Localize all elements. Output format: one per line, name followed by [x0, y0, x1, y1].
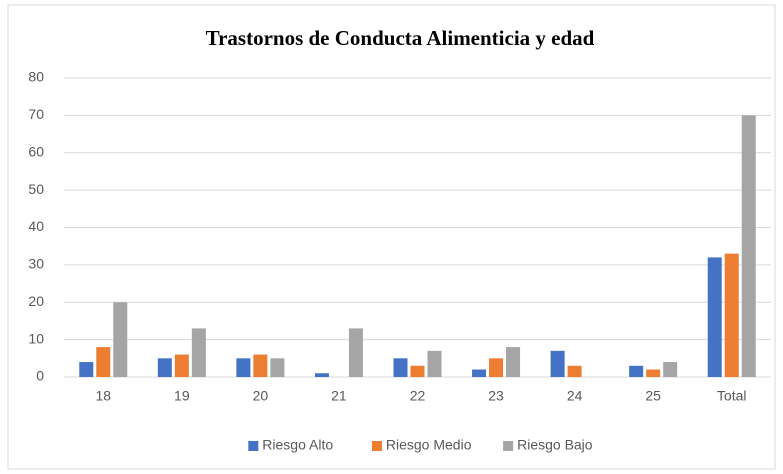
bar	[663, 362, 678, 377]
y-tick-label: 60	[28, 143, 44, 159]
bar	[348, 328, 363, 377]
legend-label: Riesgo Medio	[386, 437, 472, 453]
y-tick-label: 40	[28, 218, 44, 234]
legend-label: Riesgo Alto	[262, 437, 333, 453]
y-tick-label: 20	[28, 293, 44, 309]
x-tick-label: 25	[645, 388, 661, 404]
bar	[96, 347, 111, 377]
y-tick-label: 80	[28, 69, 44, 85]
bar	[489, 358, 504, 377]
x-tick-label: 23	[488, 388, 504, 404]
bar	[236, 358, 251, 377]
x-tick-label: 18	[95, 388, 111, 404]
bar	[314, 373, 329, 377]
x-tick-label: 24	[567, 388, 583, 404]
bar	[174, 354, 189, 377]
chart-title: Trastornos de Conducta Alimenticia y eda…	[206, 26, 595, 50]
bar	[270, 358, 285, 377]
bar	[113, 302, 128, 377]
legend-label: Riesgo Bajo	[517, 437, 593, 453]
x-tick-label: 19	[174, 388, 190, 404]
bar	[724, 253, 739, 377]
bar	[410, 365, 425, 377]
bar	[506, 347, 521, 377]
y-tick-label: 10	[28, 330, 44, 346]
x-tick-label: 20	[253, 388, 269, 404]
bar	[707, 257, 722, 377]
legend-swatch	[248, 441, 259, 451]
y-tick-label: 50	[28, 181, 44, 197]
x-tick-label: 22	[410, 388, 426, 404]
legend-swatch	[503, 441, 514, 451]
y-tick-label: 30	[28, 256, 44, 272]
bar	[567, 365, 582, 377]
y-tick-label: 70	[28, 106, 44, 122]
bar	[157, 358, 172, 377]
legend-swatch	[371, 441, 382, 451]
bar	[253, 354, 268, 377]
bar	[741, 115, 756, 377]
bar	[472, 369, 487, 377]
x-tick-label: 21	[331, 388, 347, 404]
y-tick-label: 0	[36, 368, 44, 384]
bar	[191, 328, 206, 377]
chart-border	[7, 4, 776, 470]
bar	[646, 369, 661, 377]
x-tick-label: Total	[717, 388, 747, 404]
bar	[550, 350, 565, 377]
bar	[79, 362, 94, 377]
bar	[393, 358, 408, 377]
bar	[427, 350, 442, 377]
bar	[629, 365, 644, 377]
